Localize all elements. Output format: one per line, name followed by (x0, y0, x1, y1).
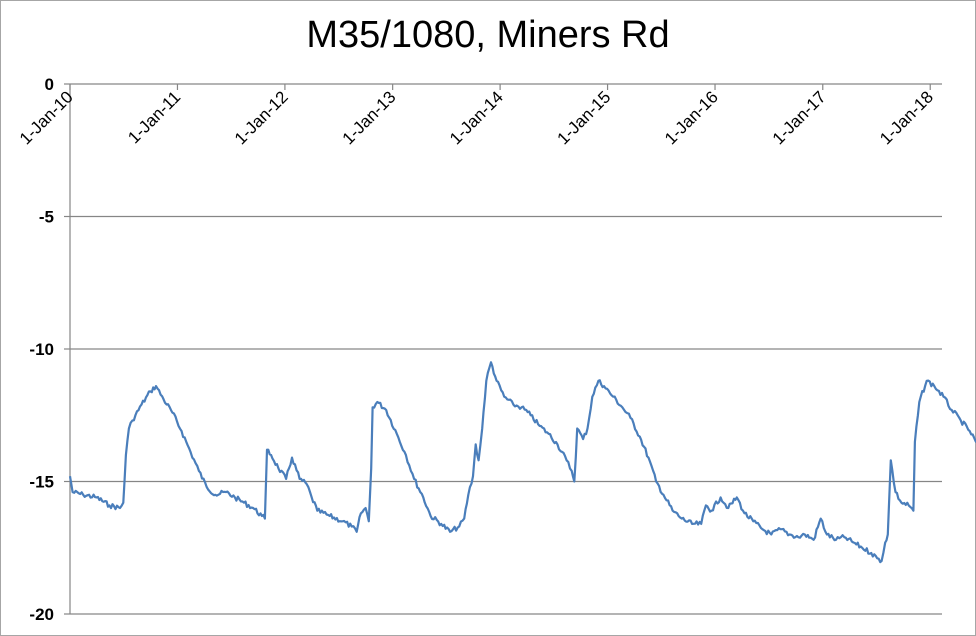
x-tick-labels: 1-Jan-10 1-Jan-11 1-Jan-12 1-Jan-13 1-Jan-14… (16, 87, 937, 148)
y-tick-label: -5 (39, 208, 54, 227)
x-tick-label: 1-Jan-10 (16, 87, 77, 148)
series-line (68, 361, 976, 564)
x-tick-label: 1-Jan-18 (876, 87, 937, 148)
x-tick-label: 1-Jan-13 (339, 87, 400, 148)
y-tick-label: -20 (29, 605, 54, 624)
y-tick-label: -10 (29, 340, 54, 359)
chart-title: M35/1080, Miners Rd (306, 14, 670, 56)
x-tick-label: 1-Jan-16 (661, 87, 722, 148)
gridlines (70, 215, 942, 615)
y-tick-labels: 0 -5 -10 -15 -20 (29, 75, 54, 624)
x-tick-label: 1-Jan-15 (554, 87, 615, 148)
x-tick-label: 1-Jan-12 (231, 87, 292, 148)
x-tick-label: 1-Jan-17 (769, 87, 830, 148)
series-group (68, 361, 976, 564)
x-tick-label: 1-Jan-14 (446, 87, 507, 148)
y-tick-label: -15 (29, 473, 54, 492)
x-tick-label: 1-Jan-11 (124, 87, 184, 147)
y-tick-label: 0 (45, 75, 54, 94)
axes (64, 83, 942, 615)
